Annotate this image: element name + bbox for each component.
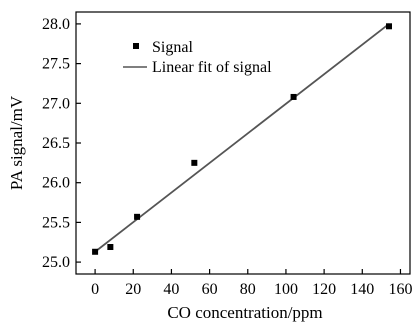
- legend-label-fit: Linear fit of signal: [152, 59, 272, 76]
- x-axis-title: CO concentration/ppm: [167, 303, 322, 322]
- data-points: [92, 23, 393, 255]
- fit-line-group: [94, 23, 390, 253]
- data-point: [290, 93, 297, 100]
- x-tick-label: 100: [274, 281, 298, 298]
- x-tick-label: 60: [202, 281, 218, 298]
- x-tick-label: 40: [163, 281, 179, 298]
- x-tick-label: 0: [91, 281, 99, 298]
- legend: Signal Linear fit of signal: [123, 39, 272, 76]
- data-point: [107, 244, 114, 251]
- plot-frame: [75, 11, 411, 275]
- x-tick-label: 140: [350, 281, 374, 298]
- legend-label-signal: Signal: [152, 39, 193, 56]
- x-tick-label: 20: [125, 281, 141, 298]
- y-axis-ticks: 25.0 25.5 26.0 26.5 27.0 27.5 28.0: [42, 16, 81, 271]
- y-tick-label: 27.0: [42, 95, 70, 112]
- x-tick-label: 120: [312, 281, 336, 298]
- y-tick-label: 26.0: [42, 175, 70, 192]
- legend-marker-signal: [133, 43, 139, 49]
- data-point: [191, 159, 198, 166]
- data-point: [92, 248, 99, 255]
- y-tick-label: 28.0: [42, 16, 70, 33]
- x-tick-label: 80: [240, 281, 256, 298]
- y-tick-label: 25.5: [42, 214, 70, 231]
- y-tick-label: 25.0: [42, 254, 70, 271]
- y-axis-title: PA signal/mV: [7, 95, 26, 190]
- x-tick-label: 160: [388, 281, 412, 298]
- y-tick-label: 26.5: [42, 135, 70, 152]
- data-point: [386, 23, 393, 30]
- fit-line: [94, 23, 390, 253]
- data-point: [134, 213, 141, 220]
- y-tick-label: 27.5: [42, 56, 70, 73]
- x-axis-ticks: 0 20 40 60 80 100 120 140 160: [91, 269, 412, 298]
